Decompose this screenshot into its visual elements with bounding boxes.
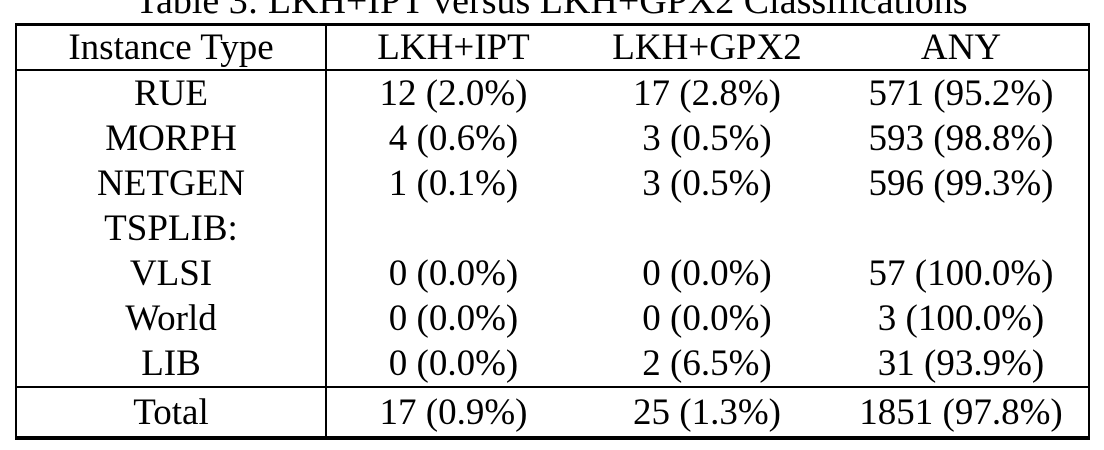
cell: 3 (0.5%) — [642, 118, 772, 159]
column-header-any: ANY — [834, 24, 1089, 71]
table-caption: Table 3: LKH+IPT versus LKH+GPX2 Classif… — [135, 0, 968, 22]
cell: 17 (0.9%) — [326, 386, 580, 438]
cell: 0 (0.0%) — [642, 253, 772, 294]
row-label: VLSI — [16, 251, 327, 296]
cell: 596 (99.3%) — [868, 163, 1054, 204]
row-label: World — [16, 296, 327, 341]
cell: 3 (0.5%) — [642, 163, 772, 204]
cell: 0 (0.0%) — [388, 253, 519, 294]
cell: 571 (95.2%) — [868, 73, 1054, 114]
cell: 17 (2.8%) — [633, 73, 781, 114]
cell: 0 (0.0%) — [388, 298, 519, 339]
table-row-lib: LIB 0 (0.0%) 2 (6.5%) 31 (93.9%) — [16, 341, 1089, 387]
cell: 1 (0.1%) — [388, 163, 519, 204]
table-row-rue: RUE 12 (2.0%) 17 (2.8%) 571 (95.2%) — [16, 70, 1089, 116]
row-label: RUE — [16, 70, 327, 116]
classification-table: Instance Type LKH+IPT LKH+GPX2 ANY RUE 1… — [15, 23, 1090, 440]
table-row-total: Total 17 (0.9%) 25 (1.3%) 1851 (97.8%) — [16, 386, 1089, 438]
column-header-lkh-gpx2: LKH+GPX2 — [580, 24, 834, 71]
table-row-netgen: NETGEN 1 (0.1%) 3 (0.5%) 596 (99.3%) — [16, 161, 1089, 206]
table-row-world: World 0 (0.0%) 0 (0.0%) 3 (100.0%) — [16, 296, 1089, 341]
table-row-vlsi: VLSI 0 (0.0%) 0 (0.0%) 57 (100.0%) — [16, 251, 1089, 296]
cell: 12 (2.0%) — [379, 73, 528, 114]
cell — [326, 206, 580, 251]
cell: 4 (0.6%) — [388, 118, 519, 159]
cell: 3 (100.0%) — [877, 298, 1045, 339]
column-header-lkh-ipt: LKH+IPT — [326, 24, 580, 71]
header-row: Instance Type LKH+IPT LKH+GPX2 ANY — [16, 24, 1089, 71]
cell: 0 (0.0%) — [388, 343, 519, 384]
cell — [834, 206, 1089, 251]
table-row-morph: MORPH 4 (0.6%) 3 (0.5%) 593 (98.8%) — [16, 116, 1089, 161]
column-header-instance-type: Instance Type — [16, 24, 327, 71]
cell: 1851 (97.8%) — [834, 386, 1089, 438]
row-label: LIB — [16, 341, 327, 387]
cell: 31 (93.9%) — [877, 343, 1045, 384]
cell: 2 (6.5%) — [642, 343, 772, 384]
table-row-tsplib: TSPLIB: — [16, 206, 1089, 251]
row-label: Total — [16, 386, 327, 438]
cell — [580, 206, 834, 251]
row-label: TSPLIB: — [16, 206, 327, 251]
cell: 57 (100.0%) — [868, 253, 1054, 294]
row-label: NETGEN — [16, 161, 327, 206]
cell: 593 (98.8%) — [868, 118, 1054, 159]
row-label: MORPH — [16, 116, 327, 161]
cell: 25 (1.3%) — [580, 386, 834, 438]
cell: 0 (0.0%) — [642, 298, 772, 339]
